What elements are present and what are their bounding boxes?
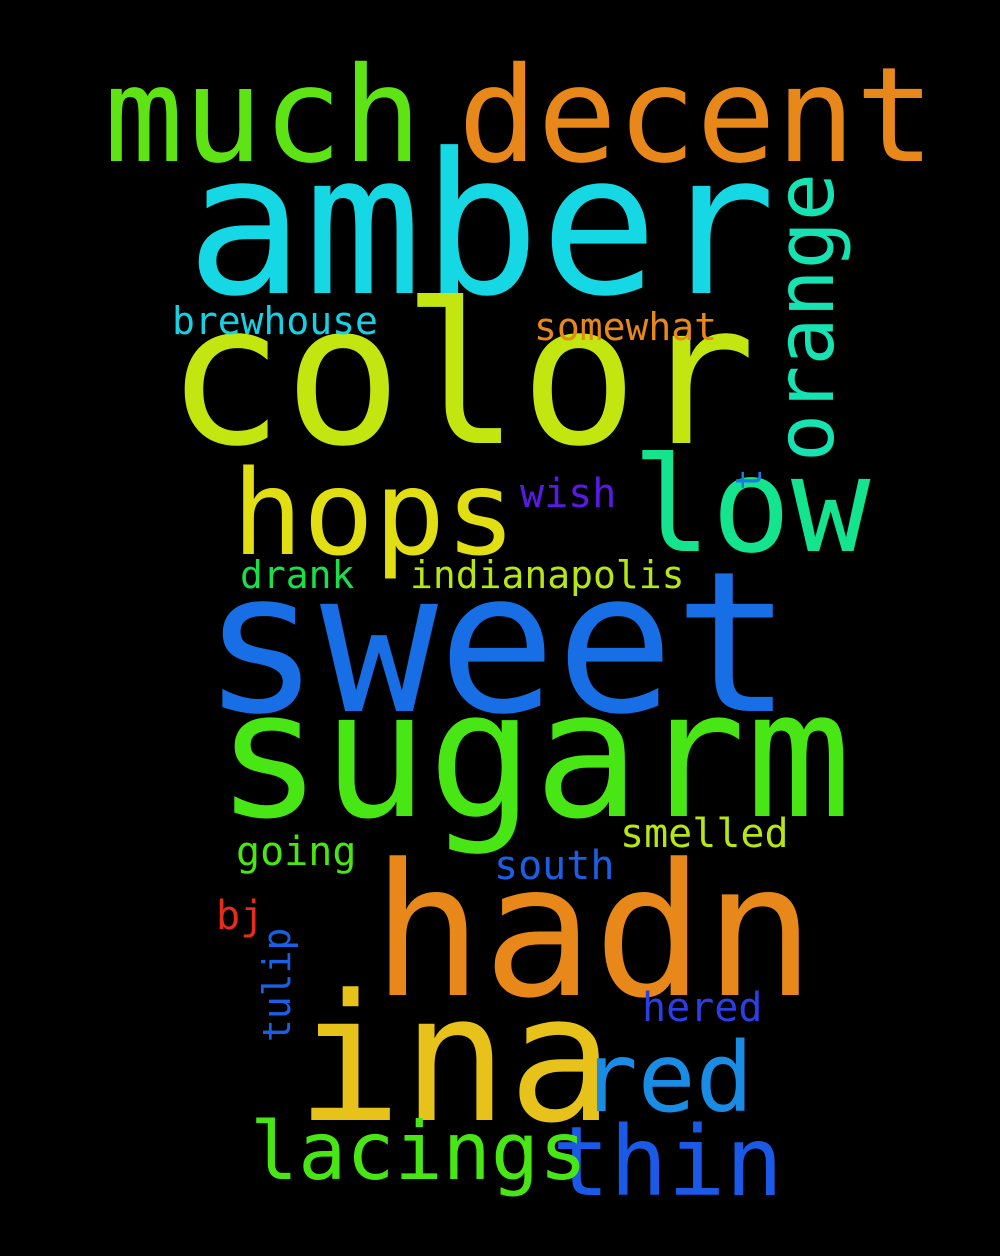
word-drank: drank [240,553,355,597]
word-wish: wish [520,471,617,517]
word-somewhat: somewhat [534,305,718,349]
word-thin: thin [552,1106,784,1218]
word-color: color [166,262,757,490]
word-south: south [494,843,615,889]
word-hadn: hadn [372,825,816,1039]
word-amber: amber [186,112,777,340]
word-bj: bj [216,893,265,939]
word-going: going [236,829,357,875]
word-sweet: sweet [202,530,793,758]
word-smelled: smelled [620,811,789,857]
word-hered: hered [642,985,763,1031]
word-low: low [632,429,871,583]
word-sugarm: sugarm [216,653,852,858]
word-ina: ina [296,957,614,1162]
word-indianapolis: indianapolis [410,553,685,597]
word-lacings: lacings [250,1105,588,1198]
word-hops: hops [232,444,517,582]
word-red: red [580,1022,754,1134]
word-much: much [104,39,422,193]
word-decent: decent [458,39,935,193]
word-t: t [729,468,770,490]
word-tulip: tulip [255,927,299,1042]
word-brewhouse: brewhouse [172,299,378,343]
word-orange: orange [759,173,852,462]
